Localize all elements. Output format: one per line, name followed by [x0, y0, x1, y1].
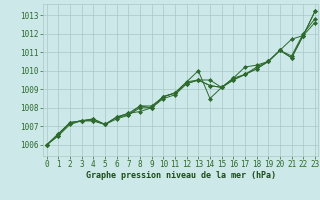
X-axis label: Graphe pression niveau de la mer (hPa): Graphe pression niveau de la mer (hPa)	[86, 171, 276, 180]
